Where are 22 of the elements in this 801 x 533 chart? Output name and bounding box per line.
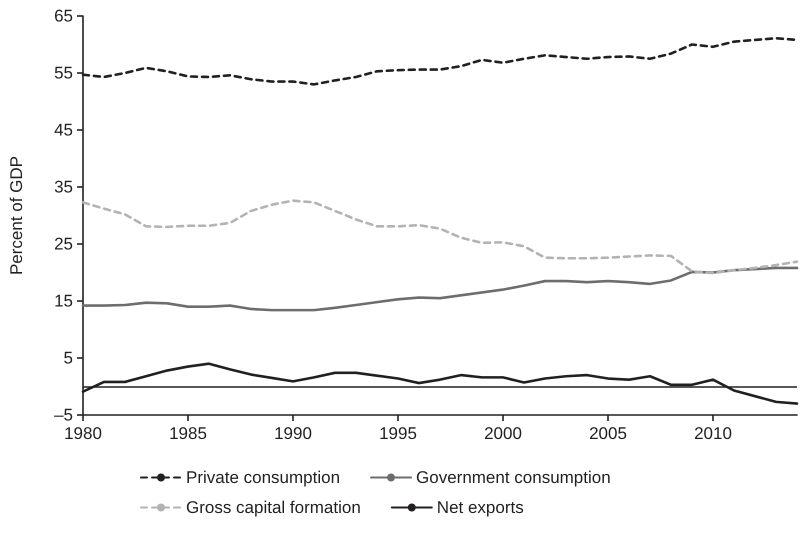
y-tick-label: 5 [64,348,73,368]
y-tick-label: 35 [54,178,73,196]
legend-label: Government consumption [416,468,611,487]
x-tick-label: 1980 [64,424,102,443]
x-tick-label: 2000 [484,424,522,443]
y-tick-label: 65 [54,6,73,26]
y-tick-label: 15 [54,292,73,310]
y-tick-label: 25 [54,234,73,254]
legend-label: Gross capital formation [186,498,361,517]
line-series [82,199,798,274]
y-tick-label: –5 [54,406,73,424]
y-tick-label: 45 [54,120,73,140]
legend-label: Net exports [436,498,524,517]
y-tick-label: 55 [54,64,73,82]
x-tick-label: 2005 [589,424,627,443]
x-tick-label: 1995 [379,424,417,443]
line-series [82,266,798,312]
y-axis-title: Percent of GDP [7,156,26,276]
legend-label: Private consumption [186,468,340,487]
x-tick-label: 1985 [169,424,207,443]
x-tick-label: 1990 [274,424,312,443]
x-tick-label: 2010 [694,424,732,443]
